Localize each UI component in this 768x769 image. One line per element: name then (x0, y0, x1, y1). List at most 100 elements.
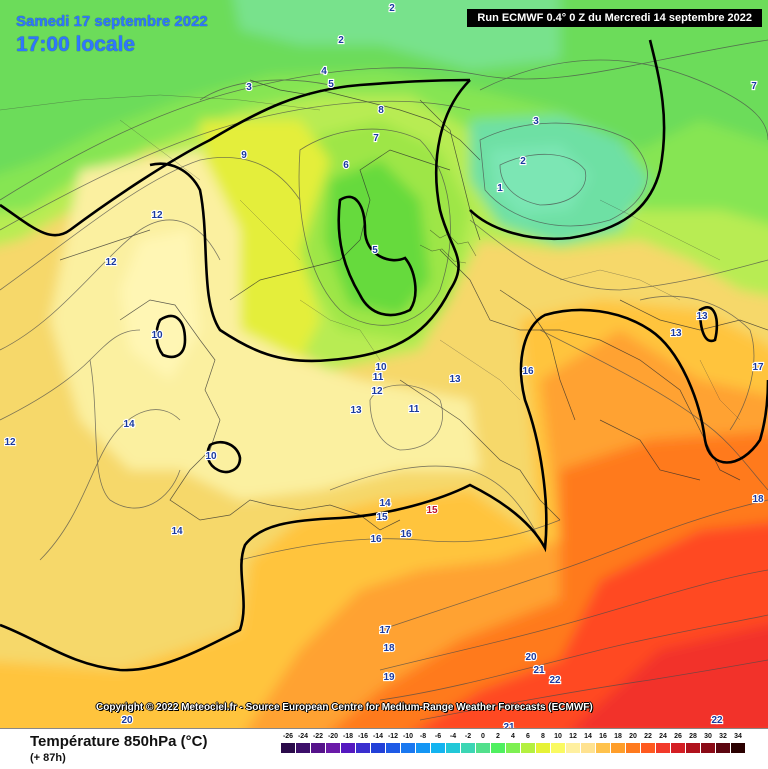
legend-swatch (686, 743, 700, 753)
legend-value: 20 (629, 733, 637, 740)
legend-swatch (611, 743, 625, 753)
isotherm-label: 3 (533, 116, 539, 127)
isotherm-label: 4 (321, 66, 327, 77)
isotherm-label: 21 (533, 665, 545, 676)
legend-swatch (461, 743, 475, 753)
legend-value: 0 (481, 733, 485, 740)
isotherm-label: 5 (372, 245, 378, 256)
isotherm-label: 18 (383, 643, 395, 654)
footer-bar: Température 850hPa (°C) (+ 87h) -26 -24 -2… (0, 728, 768, 769)
isotherm-label: 2 (389, 3, 395, 14)
legend-value: 32 (719, 733, 727, 740)
isotherm-label: 16 (522, 366, 534, 377)
legend-swatch (416, 743, 430, 753)
copyright-notice: Copyright © 2022 Meteociel.fr - Source E… (96, 702, 593, 713)
isotherm-label: 20 (525, 652, 537, 663)
legend-swatch (596, 743, 610, 753)
legend-value: -2 (464, 733, 472, 740)
parameter-title: Température 850hPa (°C) (30, 733, 208, 750)
isotherm-label: 6 (343, 160, 349, 171)
legend-value: -20 (327, 733, 339, 740)
legend-swatch (476, 743, 490, 753)
legend-value: 34 (734, 733, 742, 740)
isotherm-label: 20 (121, 715, 133, 726)
legend-value: 24 (659, 733, 667, 740)
isotherm-label: 5 (328, 79, 334, 90)
legend-swatch (671, 743, 685, 753)
legend-swatch (566, 743, 580, 753)
isotherm-label: 11 (409, 404, 420, 415)
forecast-local-time: 17:00 locale (16, 33, 136, 56)
legend-swatch (716, 743, 730, 753)
legend-value: 8 (541, 733, 545, 740)
isotherm-label: 9 (241, 150, 247, 161)
isotherm-label: 18 (752, 494, 764, 505)
isotherm-label: 7 (373, 133, 379, 144)
legend-swatch (446, 743, 460, 753)
legend-swatch (521, 743, 535, 753)
legend-swatch (311, 743, 325, 753)
isotherm-label: 11 (373, 372, 384, 383)
legend-swatch (371, 743, 385, 753)
isotherm-label: 22 (549, 675, 561, 686)
isotherm-label: 22 (711, 715, 723, 726)
legend-value: 28 (689, 733, 697, 740)
legend-value: 16 (599, 733, 607, 740)
coastlines (59, 79, 768, 531)
legend-swatch (491, 743, 505, 753)
isotherm-label: 3 (246, 82, 252, 93)
legend-swatch (326, 743, 340, 753)
isotherm-label: 12 (105, 257, 117, 268)
isotherm-label: 14 (379, 498, 391, 509)
alps-relief (419, 229, 477, 264)
model-run-info: Run ECMWF 0.4° 0 Z du Mercredi 14 septem… (467, 9, 762, 27)
isotherm-label: 13 (449, 374, 461, 385)
legend-value: 30 (704, 733, 712, 740)
legend-value: -10 (402, 733, 414, 740)
legend-value: 22 (644, 733, 652, 740)
legend-value: 2 (496, 733, 500, 740)
legend-value: -22 (312, 733, 324, 740)
isotherm-label: 12 (151, 210, 163, 221)
bold-isotherms (0, 39, 768, 672)
legend-value: 12 (569, 733, 577, 740)
legend-value: -24 (297, 733, 309, 740)
legend-swatch (401, 743, 415, 753)
isotherm-label: 10 (375, 362, 387, 373)
legend-swatch (536, 743, 550, 753)
isotherm-label: 10 (151, 330, 163, 341)
legend-value: -8 (419, 733, 427, 740)
lead-time: (+ 87h) (30, 752, 66, 764)
isotherm-label: 12 (4, 437, 16, 448)
isotherm-label: 14 (171, 526, 183, 537)
isotherm-label: 15 (426, 505, 438, 516)
legend-swatch (431, 743, 445, 753)
contour-labels: 2234587965321712121014121010111213111316… (3, 2, 765, 728)
isotherm-label: 12 (371, 386, 383, 397)
isotherm-label: 13 (670, 328, 682, 339)
legend-swatch (551, 743, 565, 753)
temperature-fill (0, 0, 768, 728)
legend-swatch (386, 743, 400, 753)
isotherms (0, 39, 768, 721)
isotherm-label: 1 (497, 183, 503, 194)
legend-value: 4 (511, 733, 515, 740)
legend-swatch (341, 743, 355, 753)
legend-value: -4 (449, 733, 457, 740)
isotherm-label: 13 (350, 405, 362, 416)
legend-swatch (641, 743, 655, 753)
forecast-date: Samedi 17 septembre 2022 (16, 13, 208, 30)
legend-value: 10 (554, 733, 562, 740)
isotherm-label: 17 (752, 362, 764, 373)
borders (0, 94, 741, 421)
legend-swatch (281, 743, 295, 753)
isotherm-label: 16 (370, 534, 382, 545)
legend-swatch (701, 743, 715, 753)
isotherm-label: 19 (383, 672, 395, 683)
legend-swatch (296, 743, 310, 753)
isotherm-label: 7 (751, 81, 757, 92)
isotherm-label: 15 (376, 512, 388, 523)
legend-value: 26 (674, 733, 682, 740)
isotherm-label: 14 (123, 419, 135, 430)
legend-value: -14 (372, 733, 384, 740)
